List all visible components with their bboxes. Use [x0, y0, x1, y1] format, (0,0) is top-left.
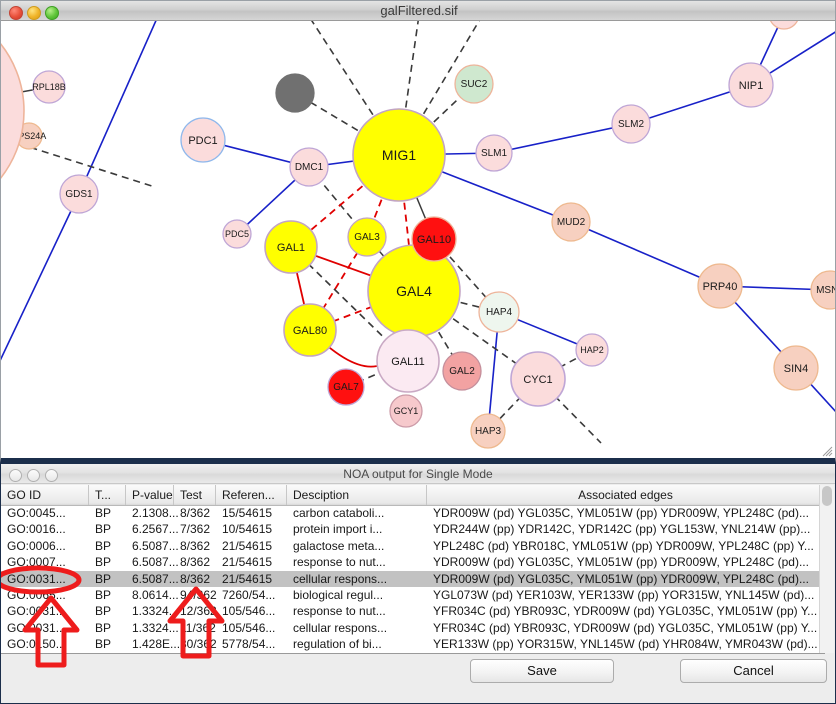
svg-text:PRP40: PRP40	[703, 281, 738, 293]
svg-text:HAP2: HAP2	[580, 345, 604, 355]
svg-text:MUD2: MUD2	[557, 217, 586, 228]
svg-text:GCY1: GCY1	[394, 406, 419, 416]
svg-text:PDC5: PDC5	[225, 229, 249, 239]
svg-text:MIG1: MIG1	[382, 147, 416, 163]
svg-text:NIP1: NIP1	[739, 80, 763, 92]
svg-text:RPL18B: RPL18B	[32, 82, 66, 92]
svg-text:GDS1: GDS1	[65, 189, 93, 200]
svg-text:HAP3: HAP3	[475, 426, 502, 437]
svg-text:HAP4: HAP4	[486, 307, 513, 318]
svg-text:PDC1: PDC1	[188, 135, 217, 147]
svg-text:DMC1: DMC1	[295, 162, 324, 173]
svg-text:CYC1: CYC1	[523, 374, 552, 386]
svg-text:SIN4: SIN4	[784, 363, 808, 375]
svg-text:GAL2: GAL2	[449, 366, 475, 377]
svg-text:GAL4: GAL4	[396, 283, 432, 299]
svg-text:GAL3: GAL3	[354, 232, 380, 243]
svg-text:MSN1: MSN1	[816, 285, 836, 296]
svg-text:SLM2: SLM2	[618, 119, 645, 130]
svg-text:GAL10: GAL10	[417, 234, 451, 246]
svg-text:GAL1: GAL1	[277, 242, 305, 254]
svg-text:GAL7: GAL7	[333, 382, 359, 393]
svg-text:SLM1: SLM1	[481, 148, 508, 159]
svg-text:GAL80: GAL80	[293, 325, 327, 337]
svg-text:SUC2: SUC2	[461, 79, 488, 90]
svg-text:GAL11: GAL11	[391, 356, 424, 368]
